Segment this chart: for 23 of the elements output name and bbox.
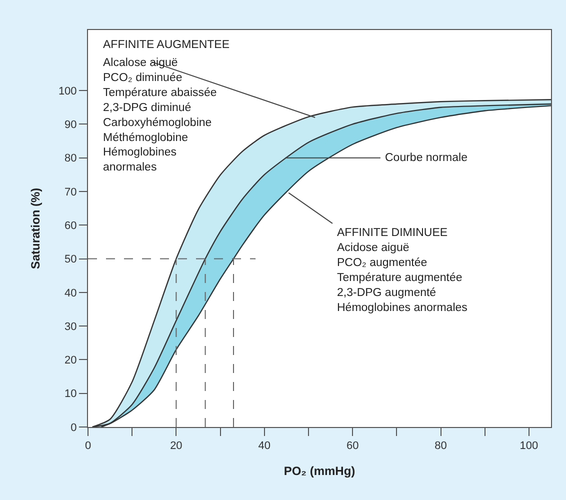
y-tick-label: 30 — [64, 320, 77, 333]
y-tick-label: 90 — [64, 119, 77, 132]
x-axis-title: PO₂ (mmHg) — [284, 464, 356, 478]
x-tick-label: 0 — [84, 440, 92, 452]
annotation: Alcalose aiguë PCO₂ diminuée Température abaissée 2,3-DPG diminué Carboxyhémoglobine Méthémoglobine Hémoglobines anormales — [103, 57, 217, 174]
y-tick-label: 50 — [64, 254, 77, 266]
annotation: Courbe normale — [385, 152, 468, 164]
y-tick-label: 40 — [64, 287, 77, 300]
annotation: AFFINITE DIMINUEE Acidose aiguë PCO₂ augmentée Température augmentée 2,3-DPG augmenté Hémoglobines anormales — [337, 227, 468, 314]
y-tick-label: 70 — [64, 186, 77, 198]
x-tick-label: 60 — [346, 440, 359, 452]
annotation: AFFINITE AUGMENTEE — [103, 39, 230, 51]
y-tick-label: 80 — [64, 152, 77, 165]
y-tick-label: 10 — [64, 388, 77, 400]
y-tick-label: 20 — [64, 354, 77, 367]
x-tick-label: 20 — [170, 440, 182, 452]
x-tick-label: 100 — [520, 440, 538, 452]
x-tick-label: 40 — [258, 440, 271, 452]
y-tick-label: 0 — [70, 422, 77, 434]
y-tick-label: 100 — [58, 85, 77, 98]
y-axis-title: Saturation (%) — [28, 188, 43, 270]
y-tick-label: 60 — [64, 220, 77, 232]
x-tick-label: 80 — [434, 440, 447, 452]
